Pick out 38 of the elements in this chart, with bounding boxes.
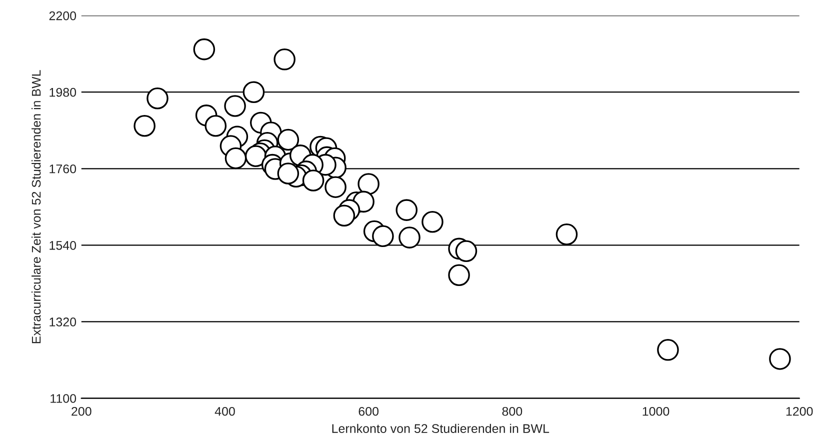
point [146, 87, 168, 110]
point [333, 204, 356, 227]
point [358, 173, 380, 195]
point [372, 225, 394, 248]
x-tick-label: 400 [214, 406, 235, 416]
x-tick-label: 800 [502, 406, 522, 416]
point [277, 162, 300, 184]
point [302, 170, 324, 192]
y-tick-label: 1540 [50, 240, 76, 250]
x-tick-label: 1000 [642, 406, 670, 416]
y-axis-title: Extracurriculare Zeit von 52 Studierenden in BWL [32, 70, 41, 344]
point [224, 147, 247, 170]
y-tick-label: 1100 [50, 394, 76, 403]
point [242, 81, 265, 104]
point [396, 199, 418, 221]
point [769, 348, 791, 370]
point [556, 224, 578, 246]
point [193, 38, 216, 60]
point [277, 128, 300, 151]
x-axis-title: Lernkonto von 52 Studierenden in BWL [332, 424, 550, 433]
x-tick-label: 1200 [786, 406, 813, 416]
point [134, 114, 156, 137]
y-tick-label: 1760 [50, 164, 76, 174]
point [274, 48, 296, 70]
x-tick-label: 600 [358, 406, 379, 416]
y-tick-label: 2200 [49, 11, 76, 20]
point [224, 95, 246, 117]
y-tick-label: 1320 [50, 318, 76, 326]
point [204, 114, 227, 137]
point [657, 339, 679, 361]
point [448, 264, 470, 286]
point [422, 210, 444, 233]
x-tick-label: 200 [72, 406, 92, 416]
point [398, 226, 420, 248]
point [324, 176, 346, 198]
y-tick-label: 1980 [50, 88, 76, 97]
point [244, 145, 267, 168]
point [455, 240, 478, 262]
